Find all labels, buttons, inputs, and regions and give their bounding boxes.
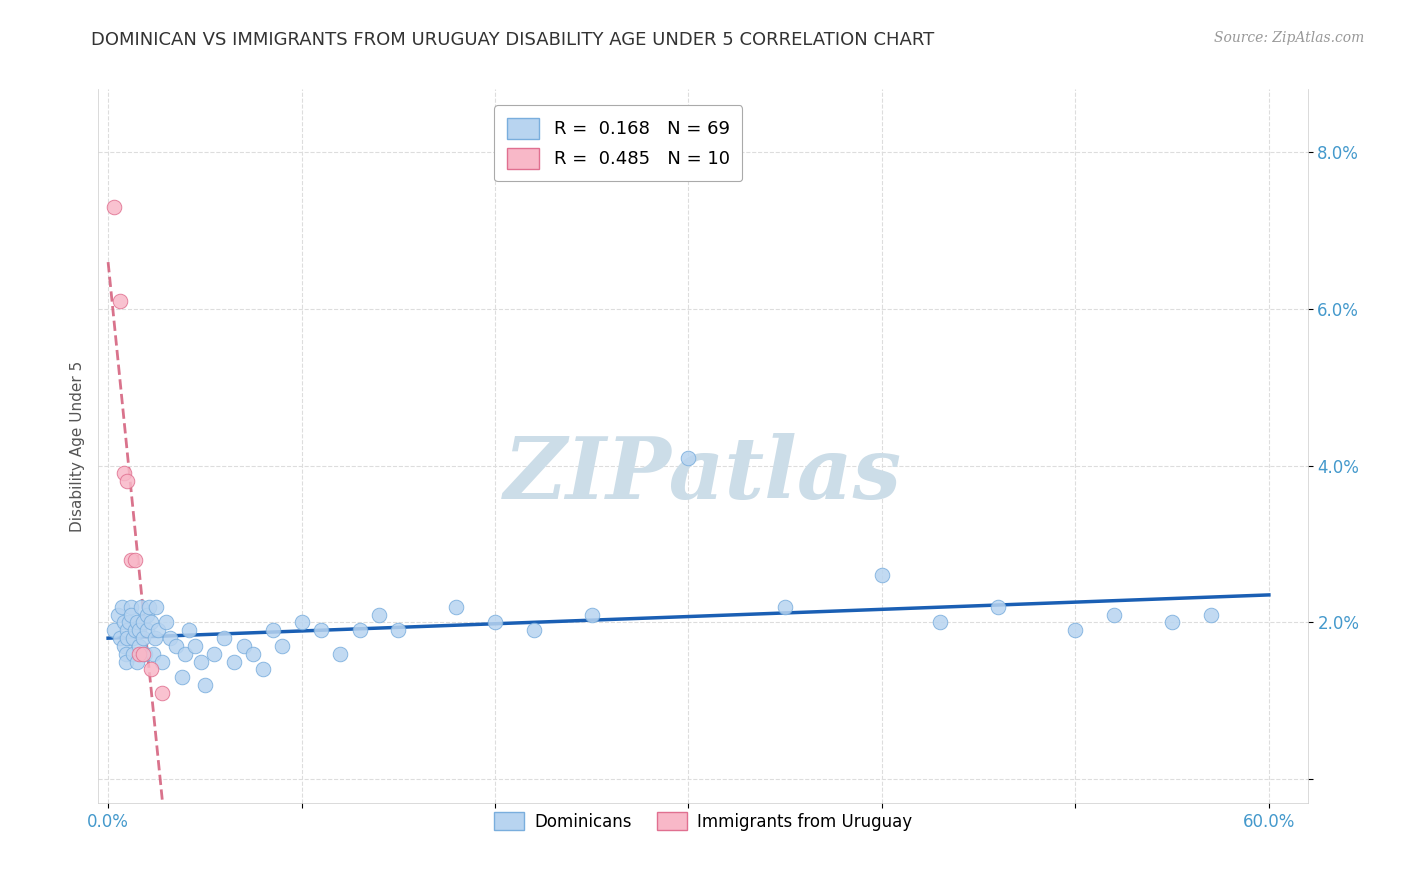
Point [134, 647, 156, 661]
Point [120, 599, 142, 614]
Point [929, 615, 952, 630]
Point [150, 686, 173, 700]
Point [170, 670, 193, 684]
Point [128, 624, 150, 638]
Point [349, 624, 371, 638]
Point [159, 631, 181, 645]
Point [1161, 615, 1184, 630]
Point [678, 450, 700, 465]
Point [446, 599, 468, 614]
Point [142, 647, 165, 661]
Point [1064, 624, 1087, 638]
Point [139, 615, 162, 630]
Point [387, 624, 409, 638]
Point [222, 655, 245, 669]
Point [122, 647, 145, 661]
Point [155, 615, 177, 630]
Point [174, 647, 197, 661]
Point [107, 607, 129, 622]
Legend: Dominicans, Immigrants from Uruguay: Dominicans, Immigrants from Uruguay [488, 805, 918, 838]
Point [114, 655, 136, 669]
Point [111, 599, 134, 614]
Point [112, 467, 135, 481]
Point [232, 639, 254, 653]
Point [112, 615, 135, 630]
Point [122, 631, 145, 645]
Point [581, 607, 603, 622]
Y-axis label: Disability Age Under 5: Disability Age Under 5 [69, 360, 84, 532]
Point [773, 599, 796, 614]
Point [132, 631, 155, 645]
Point [329, 647, 352, 661]
Point [132, 615, 155, 630]
Point [124, 552, 146, 566]
Point [165, 639, 187, 653]
Point [271, 639, 294, 653]
Point [368, 607, 391, 622]
Point [194, 678, 217, 692]
Point [117, 631, 139, 645]
Point [179, 624, 201, 638]
Point [128, 647, 150, 661]
Point [132, 647, 155, 661]
Point [127, 615, 149, 630]
Point [128, 639, 150, 653]
Point [148, 624, 170, 638]
Point [124, 624, 146, 638]
Point [309, 624, 332, 638]
Point [242, 647, 264, 661]
Point [143, 631, 166, 645]
Text: Source: ZipAtlas.com: Source: ZipAtlas.com [1213, 31, 1364, 45]
Point [484, 615, 506, 630]
Point [138, 599, 160, 614]
Point [117, 624, 139, 638]
Point [103, 200, 125, 214]
Point [290, 615, 312, 630]
Point [1102, 607, 1125, 622]
Point [108, 631, 131, 645]
Point [112, 639, 135, 653]
Text: ZIPatlas: ZIPatlas [503, 433, 903, 516]
Point [212, 631, 235, 645]
Point [1199, 607, 1222, 622]
Point [139, 663, 162, 677]
Point [870, 568, 893, 582]
Point [120, 607, 142, 622]
Point [129, 599, 152, 614]
Point [120, 552, 142, 566]
Point [117, 475, 139, 489]
Point [145, 599, 167, 614]
Point [150, 655, 173, 669]
Point [135, 624, 157, 638]
Point [190, 655, 212, 669]
Point [127, 655, 149, 669]
Point [114, 647, 136, 661]
Point [103, 624, 125, 638]
Point [252, 663, 274, 677]
Point [135, 607, 157, 622]
Point [204, 647, 226, 661]
Point [262, 624, 284, 638]
Point [523, 624, 546, 638]
Point [184, 639, 207, 653]
Point [118, 615, 141, 630]
Point [108, 293, 131, 308]
Text: DOMINICAN VS IMMIGRANTS FROM URUGUAY DISABILITY AGE UNDER 5 CORRELATION CHART: DOMINICAN VS IMMIGRANTS FROM URUGUAY DIS… [91, 31, 935, 49]
Point [987, 599, 1010, 614]
